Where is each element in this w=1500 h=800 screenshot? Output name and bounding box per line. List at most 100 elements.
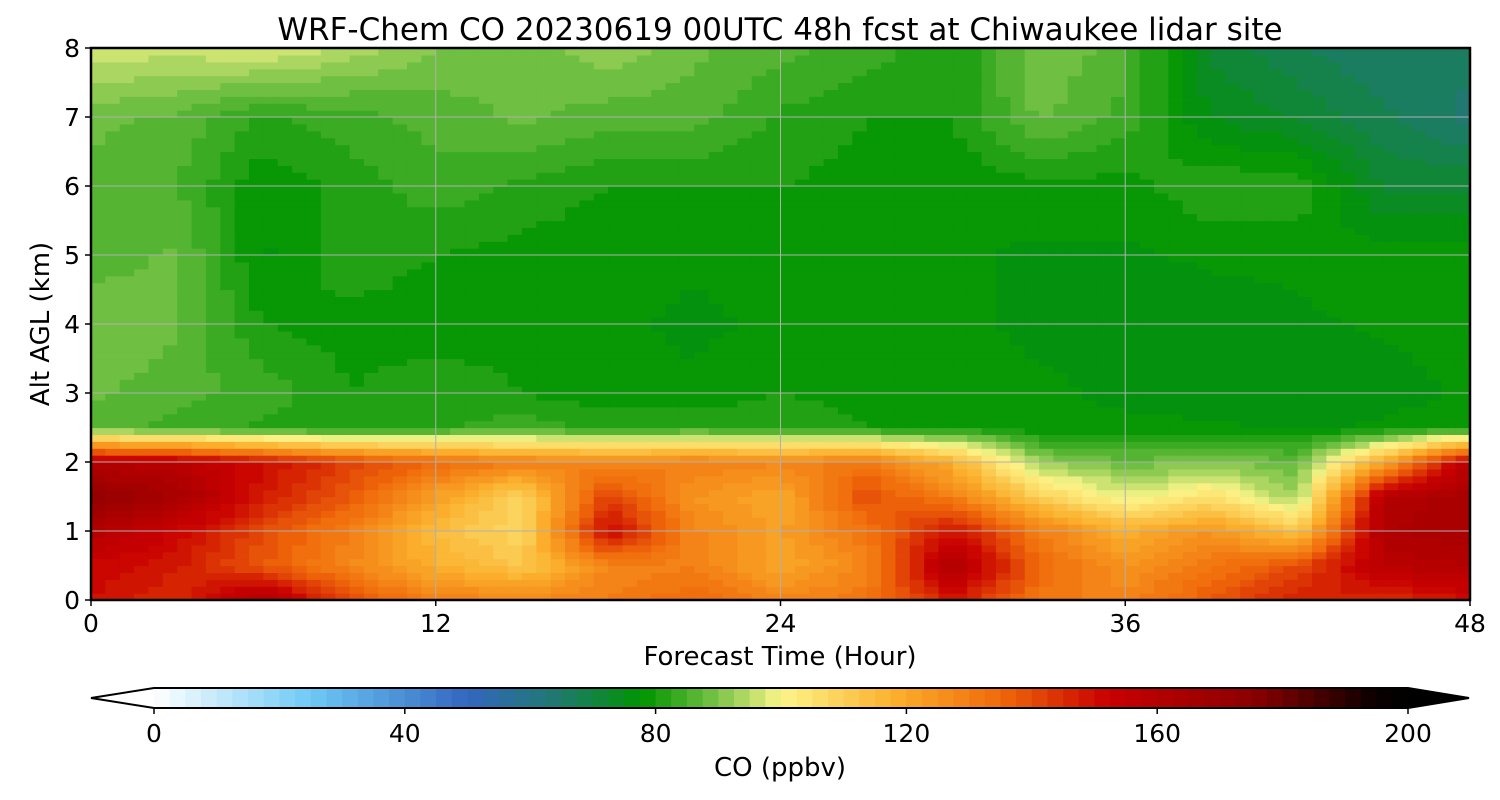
heatmap-cell [723,289,738,297]
heatmap-cell [277,503,293,511]
heatmap-cell [1211,317,1227,325]
heatmap-cell [1369,462,1385,470]
heatmap-cell [464,344,480,353]
heatmap-cell [1182,462,1198,470]
heatmap-cell [651,441,667,449]
heatmap-cell [1110,330,1126,339]
heatmap-cell [1311,317,1327,325]
heatmap-cell [349,351,365,360]
heatmap-cell [134,448,150,456]
heatmap-cell [608,565,624,573]
heatmap-cell [1153,455,1169,463]
heatmap-cell [565,462,580,470]
heatmap-cell [679,358,695,366]
heatmap-cell [593,579,609,587]
heatmap-cell [148,324,164,332]
heatmap-cell [134,324,150,332]
heatmap-cell [450,413,466,422]
heatmap-cell [392,496,408,504]
heatmap-cell [1182,427,1198,435]
heatmap-cell [205,593,221,600]
heatmap-cell [823,579,839,587]
heatmap-cell [1082,386,1098,394]
heatmap-cell [694,330,710,339]
heatmap-cell [536,544,552,553]
heatmap-cell [234,572,250,580]
heatmap-cell [320,420,336,429]
heatmap-cell [1441,406,1457,415]
heatmap-cell [1254,248,1270,256]
heatmap-cell [91,324,106,332]
heatmap-cell [1412,558,1428,567]
heatmap-cell [723,337,738,346]
heatmap-cell [1311,413,1327,422]
heatmap-cell [220,441,236,449]
heatmap-cell [536,503,552,511]
heatmap-cell [751,248,767,256]
heatmap-cell [464,303,480,311]
heatmap-cell [751,330,767,339]
heatmap-cell [1441,303,1457,311]
heatmap-cell [1096,503,1112,511]
heatmap-cell [1355,268,1371,277]
heatmap-cell [1240,579,1256,587]
heatmap-cell [1441,379,1457,387]
heatmap-cell [1010,365,1026,373]
heatmap-cell [550,351,566,360]
heatmap-cell [1010,255,1026,263]
heatmap-cell [565,420,580,429]
heatmap-cell [507,475,523,484]
heatmap-cell [866,475,882,484]
heatmap-cell [234,379,250,387]
heatmap-cell [1139,310,1155,318]
heatmap-cell [837,386,853,394]
heatmap-cell [306,475,322,484]
heatmap-cell [1412,282,1428,291]
heatmap-cell [148,441,164,449]
heatmap-cell [1096,441,1112,449]
heatmap-cell [1225,255,1241,263]
heatmap-cell [952,441,968,449]
heatmap-cell [421,303,437,311]
heatmap-cell [435,386,451,394]
heatmap-cell [1082,537,1098,546]
heatmap-cell [1383,455,1399,463]
heatmap-cell [1211,455,1227,463]
heatmap-cell [1455,344,1470,353]
heatmap-cell [1412,544,1428,553]
heatmap-cell [407,434,422,442]
heatmap-cell [435,510,451,518]
heatmap-cell [450,406,466,415]
heatmap-cell [1412,241,1428,249]
heatmap-cell [694,482,710,491]
heatmap-cell [1311,344,1327,353]
heatmap-cell [292,455,308,463]
heatmap-cell [1240,413,1256,422]
heatmap-cell [148,468,164,477]
heatmap-cell [608,241,624,249]
heatmap-cell [450,565,466,573]
heatmap-cell [1024,579,1040,587]
heatmap-cell [407,310,422,318]
heatmap-cell [1412,268,1428,277]
heatmap-cell [723,503,738,511]
heatmap-cell [1326,448,1342,456]
heatmap-cell [1340,289,1356,297]
heatmap-cell [1426,282,1442,291]
heatmap-cell [335,310,351,318]
heatmap-cell [234,303,250,311]
heatmap-cell [895,579,911,587]
heatmap-cell [378,268,394,277]
heatmap-cell [378,406,394,415]
heatmap-cell [277,544,293,553]
heatmap-cell [148,510,164,518]
heatmap-cell [794,310,810,318]
heatmap-cell [363,489,379,498]
heatmap-cell [665,310,681,318]
heatmap-cell [234,344,250,353]
heatmap-cell [550,448,566,456]
heatmap-cell [881,358,897,366]
heatmap-cell [91,593,106,600]
heatmap-cell [809,586,825,594]
heatmap-cell [622,441,638,449]
